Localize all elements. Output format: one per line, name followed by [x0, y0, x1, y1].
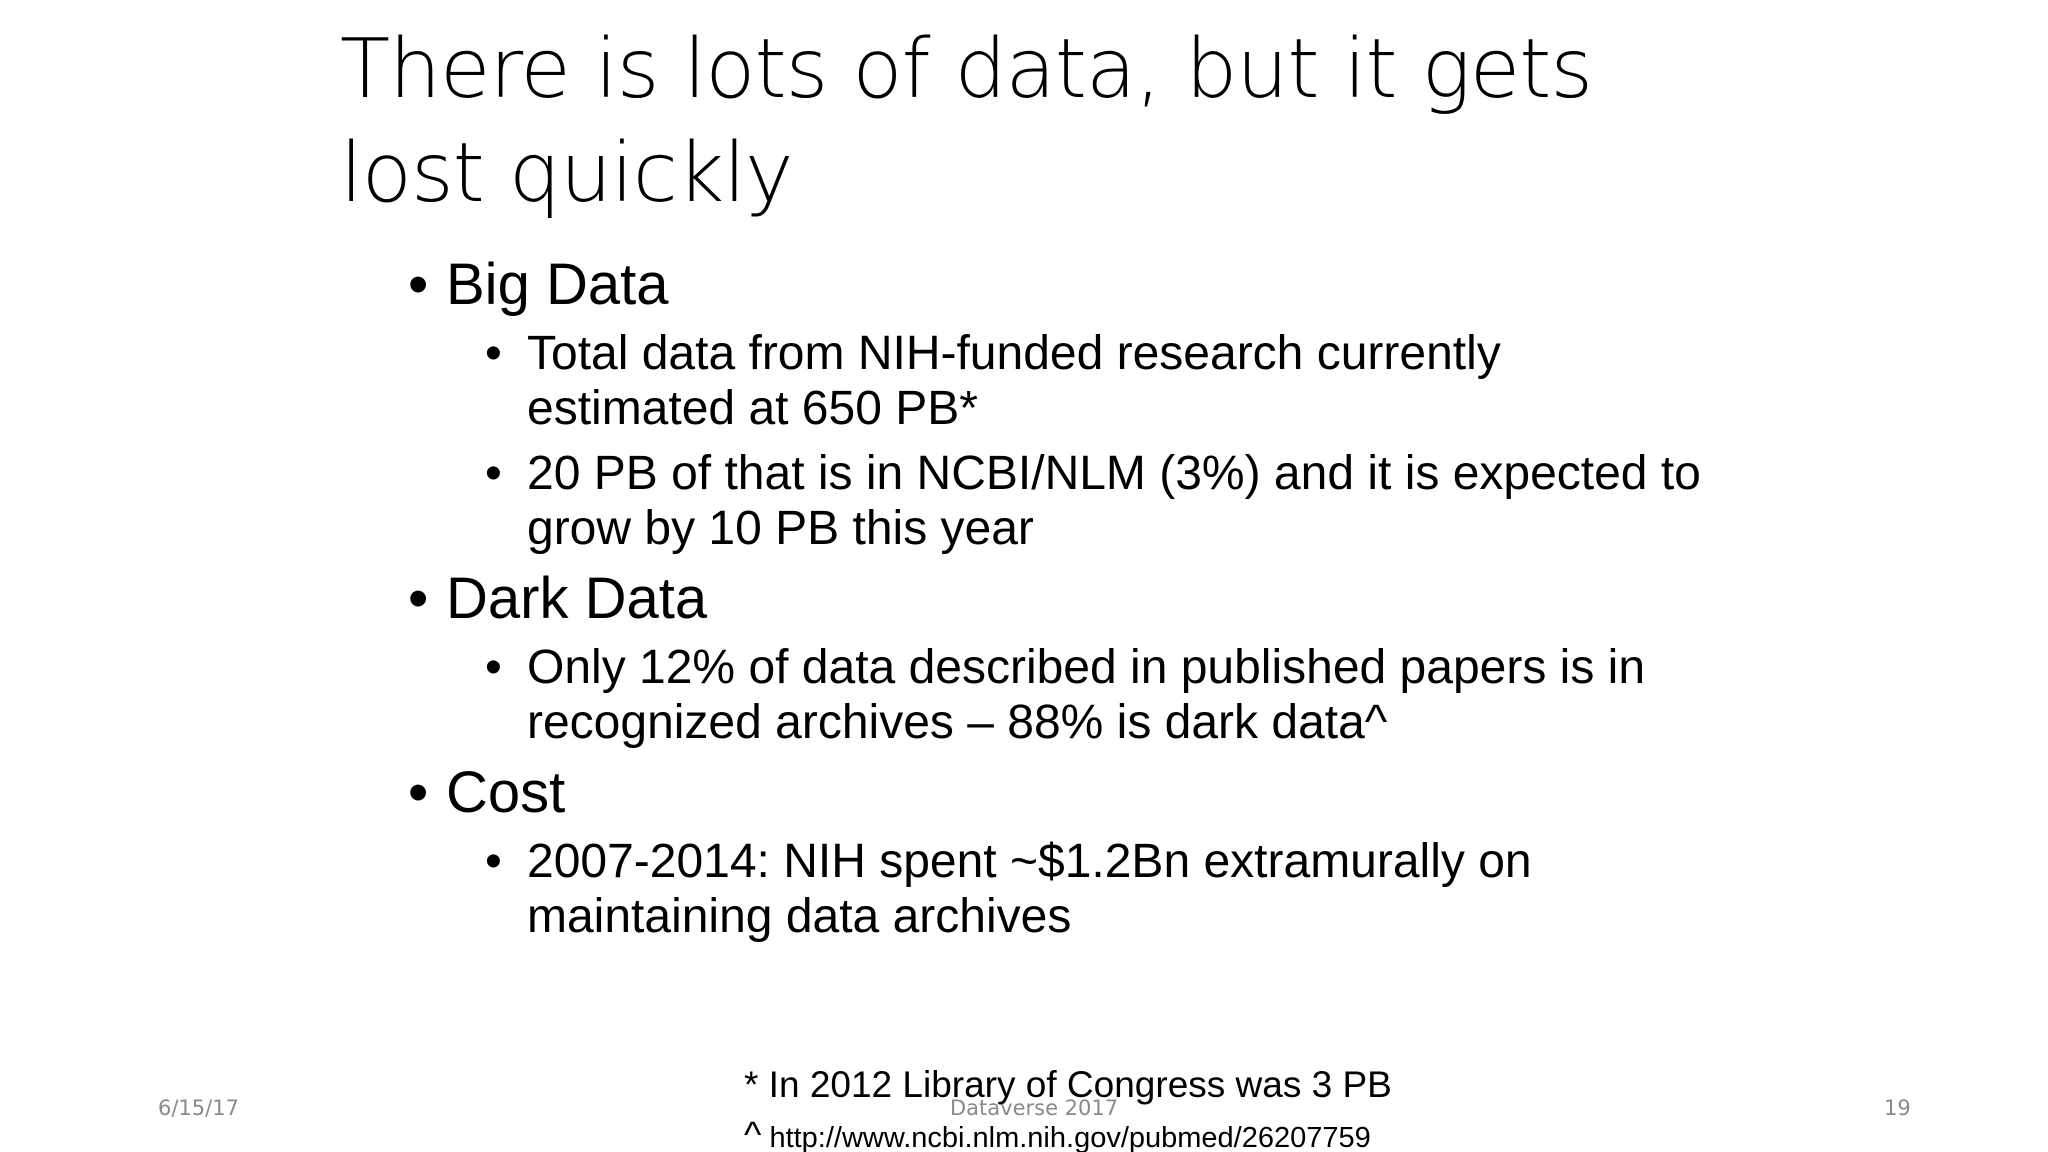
sub-bullet-list: • 2007-2014: NIH spent ~$1.2Bn extramura… — [408, 834, 1708, 944]
bullet-big-data: • Big Data — [408, 252, 1708, 318]
bullet-dot: • — [485, 835, 502, 888]
sub-bullet-text: Total data from NIH-funded research curr… — [527, 327, 1501, 435]
bullet-heading: Dark Data — [446, 566, 708, 631]
footnote-url[interactable]: http://www.ncbi.nlm.nih.gov/pubmed/26207… — [769, 1122, 1371, 1152]
footnote-asterisk: * In 2012 Library of Congress was 3 PB — [744, 1064, 1392, 1105]
sub-bullet-text: 2007-2014: NIH spent ~$1.2Bn extramurall… — [527, 835, 1532, 943]
sub-bullet-text: 20 PB of that is in NCBI/NLM (3%) and it… — [527, 447, 1701, 555]
bullet-dot: • — [485, 327, 502, 380]
sub-bullet: • Total data from NIH-funded research cu… — [485, 326, 1708, 436]
footer-date: 6/15/17 — [158, 1096, 239, 1120]
sub-bullet-list: • Total data from NIH-funded research cu… — [408, 326, 1708, 556]
slide-number: 19 — [1884, 1096, 1911, 1120]
sub-bullet: • 20 PB of that is in NCBI/NLM (3%) and … — [485, 446, 1708, 556]
bullet-heading: Big Data — [446, 252, 669, 317]
sub-bullet-list: • Only 12% of data described in publishe… — [408, 640, 1708, 750]
footer-title: Dataverse 2017 — [950, 1096, 1119, 1120]
bullet-dot: • — [408, 252, 429, 317]
bullet-heading: Cost — [446, 760, 566, 825]
bullet-dot: • — [408, 566, 429, 631]
sub-bullet-text: Only 12% of data described in published … — [527, 641, 1646, 749]
bullet-dark-data: • Dark Data — [408, 566, 1708, 632]
bullet-cost: • Cost — [408, 760, 1708, 826]
footnote-caret: ^ http://www.ncbi.nlm.nih.gov/pubmed/262… — [744, 1110, 1392, 1152]
sub-bullet: • Only 12% of data described in publishe… — [485, 640, 1708, 750]
bullet-dot: • — [485, 447, 502, 500]
caret-symbol: ^ — [744, 1114, 762, 1152]
slide-body: • Big Data • Total data from NIH-funded … — [408, 252, 1708, 954]
bullet-dot: • — [408, 760, 429, 825]
bullet-dot: • — [485, 641, 502, 694]
slide-title: There is lots of data, but it gets lost … — [340, 22, 1593, 221]
sub-bullet: • 2007-2014: NIH spent ~$1.2Bn extramura… — [485, 834, 1708, 944]
footnotes: * In 2012 Library of Congress was 3 PB ^… — [744, 1060, 1392, 1152]
